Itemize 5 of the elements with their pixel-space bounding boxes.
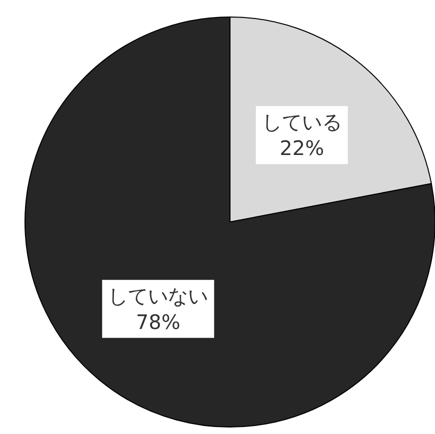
data-label: 78% xyxy=(136,310,180,334)
pie-slice xyxy=(24,16,435,428)
slice-label: している xyxy=(262,110,342,134)
slice-label: していない xyxy=(108,284,208,308)
data-label: 22% xyxy=(280,136,324,160)
